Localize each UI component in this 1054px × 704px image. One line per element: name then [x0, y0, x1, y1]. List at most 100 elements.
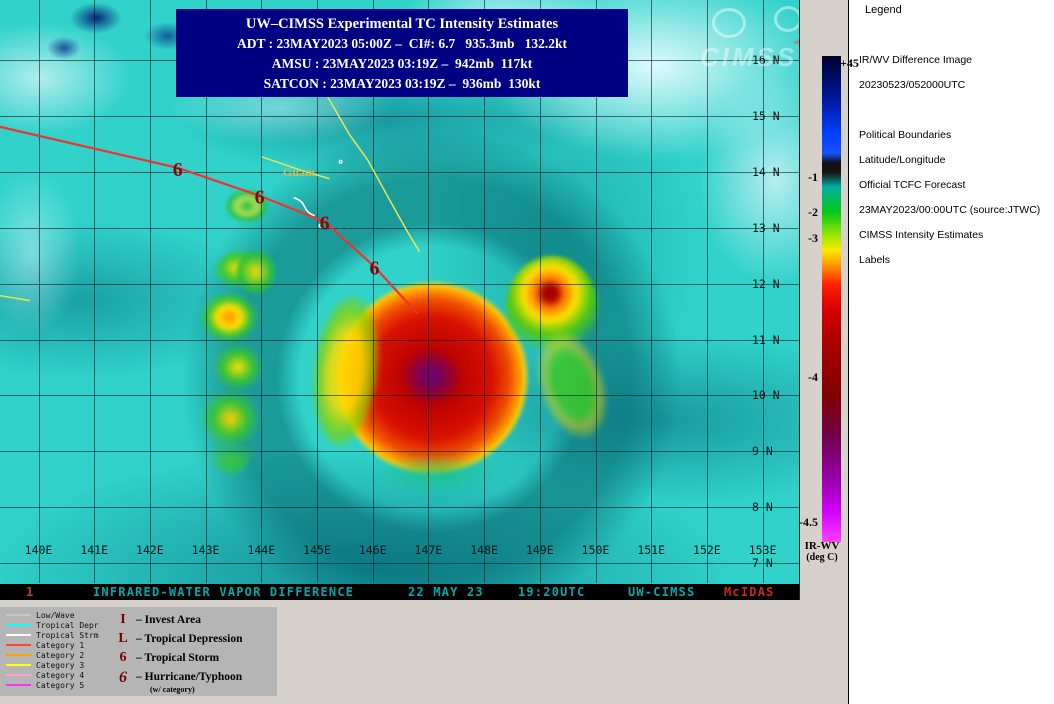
latitude-gridline [0, 563, 799, 565]
storm-symbol: I [120, 612, 126, 627]
irwv-colorbar [822, 56, 841, 542]
storm-type-line-swatch [6, 674, 31, 676]
cimss-watermark: CIMSS [690, 4, 799, 84]
info-amsu: AMSU : 23MAY2023 03:19Z – 942mb 117kt [271, 56, 533, 71]
colorbar-tick-label: -1 [808, 170, 818, 184]
colorbar-max-label: +45 [840, 56, 859, 70]
storm-type-label: Tropical Strm [36, 631, 99, 640]
latitude-gridline [0, 395, 799, 397]
colorbar-tick-label: -4.5 [799, 515, 818, 529]
colorbar-unit-detail: (deg C) [806, 552, 838, 563]
longitude-label: 149E [525, 543, 554, 557]
longitude-gridline [706, 0, 708, 583]
longitude-gridline [539, 0, 541, 583]
longitude-label: 145E [303, 543, 331, 557]
storm-symbol-desc: – Hurricane/Typhoon [136, 671, 243, 683]
storm-symbol-list: I – Invest Area L – Tropical Depression 6 – T… [0, 607, 277, 696]
latitude-label: 15 N [752, 108, 780, 123]
latitude-gridline [0, 339, 799, 341]
storm-type-label: Category 1 [36, 641, 85, 650]
longitude-label: 144E [247, 543, 276, 557]
longitude-label: 146E [358, 543, 387, 557]
legend-item: 23MAY2023/00:00UTC (source:JTWC) [859, 204, 1041, 216]
storm-symbol-desc: – Tropical Depression [136, 633, 243, 645]
longitude-gridline [484, 0, 486, 583]
latitude-gridline [0, 227, 799, 229]
image-time: 19:20UTC [518, 585, 586, 599]
legend-item: 20230523/052000UTC [859, 79, 966, 91]
legend-item: CIMSS Intensity Estimates [859, 229, 984, 241]
storm-symbol-desc: – Tropical Storm [136, 652, 220, 664]
cimss-logo-swirl-icon [774, 6, 799, 32]
status-bar: 1 INFRARED-WATER VAPOR DIFFERENCE 22 MAY… [0, 584, 799, 600]
longitude-gridline [762, 0, 764, 583]
longitude-label: 152E [693, 543, 721, 557]
colorbar-tick-labels: -1 -2 -3 -4 -4.5 [794, 0, 818, 600]
longitude-label: 153E [748, 543, 777, 557]
latitude-label: 9 N [752, 444, 773, 459]
colorbar-unit-label: IR-WV [804, 540, 840, 552]
latitude-gridline [0, 283, 799, 285]
storm-type-label: Category 4 [36, 671, 85, 680]
intensity-estimates-box: UW–CIMSS Experimental TC Intensity Estim… [176, 9, 628, 97]
legend-item: Political Boundaries [859, 129, 952, 141]
colorbar-tick-label: -3 [808, 231, 818, 245]
longitude-label: 148E [470, 543, 498, 557]
longitude-label: 143E [191, 543, 220, 557]
longitude-gridline [38, 0, 40, 583]
south-rainband [372, 452, 502, 496]
latitude-gridline [0, 507, 799, 509]
latitude-gridline [0, 171, 799, 173]
latitude-label: 11 N [752, 332, 780, 347]
mcidas-brand: McIDAS [724, 585, 775, 599]
latitude-label: 12 N [752, 276, 780, 291]
storm-type-line-list: Low/Wave Tropical Depr Tropical Strm Catego… [0, 607, 277, 696]
longitude-gridline [94, 0, 96, 583]
longitude-gridline [595, 0, 597, 583]
latitude-gridline [0, 115, 799, 117]
storm-type-label: Category 2 [36, 651, 85, 660]
longitude-label: 150E [581, 543, 610, 557]
storm-type-label: Tropical Depr [36, 621, 99, 630]
frame-number: 1 [26, 585, 35, 599]
latitude-label: 13 N [752, 220, 780, 235]
legend-item: Latitude/Longitude [859, 154, 946, 166]
longitude-label: 141E [80, 543, 109, 557]
storm-core-coldest [398, 348, 462, 400]
longitude-label: 151E [637, 543, 666, 557]
longitude-label: 147E [414, 543, 443, 557]
storm-symbol: 6 [119, 669, 127, 686]
storm-type-line-swatch [6, 634, 31, 636]
storm-type-line-swatch [6, 624, 31, 626]
colorbar-tick-label: -2 [808, 205, 818, 219]
latitude-label: 7 N [752, 556, 773, 571]
latitude-gridline [0, 451, 799, 453]
cimss-logo-swirl-icon [712, 8, 746, 38]
place-label-guam: Guam [283, 165, 316, 179]
storm-type-line-swatch [6, 654, 31, 656]
longitude-gridline [651, 0, 653, 583]
info-title: UW–CIMSS Experimental TC Intensity Estim… [245, 16, 559, 32]
longitude-gridline [428, 0, 430, 583]
cimss-watermark-text: CIMSS [700, 42, 798, 72]
latitude-label: 10 N [752, 388, 780, 403]
legend-item: IR/WV Difference Image [859, 54, 973, 66]
product-name: INFRARED-WATER VAPOR DIFFERENCE [93, 585, 355, 599]
legend-item: Labels [859, 254, 890, 266]
longitude-gridline [149, 0, 151, 583]
hurricane-category-note: (w/ category) [150, 685, 195, 694]
latitude-label: 8 N [752, 500, 773, 515]
legend-title: Legend [865, 4, 902, 16]
legend-panel: Legend IR/WV Difference Image 20230523/05… [848, 0, 1054, 704]
storm-type-line-swatch [6, 684, 31, 686]
storm-type-line-swatch [6, 644, 31, 646]
storm-type-label: Category 5 [36, 681, 85, 690]
storm-type-line-swatch [6, 614, 31, 616]
data-source: UW-CIMSS [628, 585, 696, 599]
storm-symbol: 6 [119, 650, 127, 665]
info-satcon: SATCON : 23MAY2023 03:19Z – 936mb 130kt [263, 76, 541, 91]
latitude-label: 16 N [752, 53, 780, 67]
info-adt: ADT : 23MAY2023 05:00Z – CI#: 6.7 935.3m… [236, 36, 567, 51]
latitude-label: 14 N [752, 164, 780, 179]
